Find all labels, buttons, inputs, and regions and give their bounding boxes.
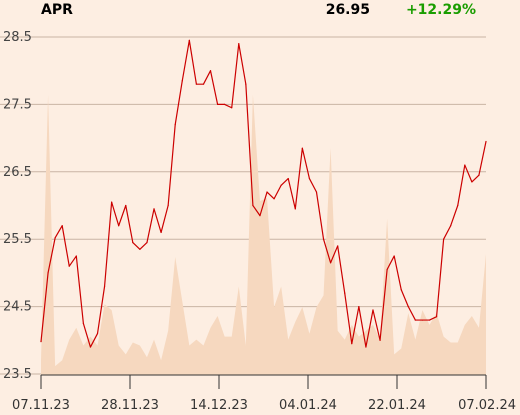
volume-area-layer	[41, 94, 486, 375]
x-tick-label: 22.01.24	[368, 398, 426, 413]
price-point	[393, 255, 395, 257]
x-tick-label: 14.12.23	[190, 398, 248, 413]
price-point	[132, 241, 134, 244]
price-point	[407, 306, 409, 308]
price-point	[252, 204, 254, 207]
price-point	[315, 191, 318, 193]
price-point	[174, 124, 176, 126]
price-point	[266, 191, 268, 193]
price-point	[322, 238, 325, 240]
price-point	[68, 265, 70, 267]
price-point	[209, 70, 212, 72]
price-point	[216, 103, 219, 105]
y-tick-label: 28.5	[3, 30, 32, 45]
price-point	[245, 83, 247, 85]
tick-labels: 23.5 24.5 25.5 26.5 27.5 28.5 07.11.23 28.11.23…	[3, 30, 516, 413]
price-point	[435, 316, 438, 318]
y-tick-label: 25.5	[3, 232, 32, 247]
price-point	[40, 341, 42, 343]
price-point	[443, 238, 445, 240]
price-point	[195, 83, 197, 85]
price-line-layer	[40, 39, 487, 348]
price-point	[139, 248, 141, 250]
x-tick-label: 28.11.23	[101, 398, 159, 413]
x-axis	[40, 374, 487, 389]
price-point	[330, 262, 332, 264]
price-point	[118, 225, 120, 227]
price-point	[111, 201, 113, 203]
price-point	[273, 198, 275, 200]
price-point	[82, 322, 84, 325]
x-tick-label: 04.01.24	[279, 398, 337, 413]
price-point	[428, 319, 431, 321]
price-point	[181, 80, 183, 82]
price-point	[259, 215, 261, 217]
price-point	[372, 309, 374, 311]
x-tick-label: 07.11.23	[12, 398, 70, 413]
price-point	[280, 184, 282, 186]
volume-area	[41, 94, 486, 375]
price-point	[287, 177, 289, 180]
price-point	[231, 107, 233, 109]
price-point	[464, 164, 466, 166]
price-point	[344, 292, 346, 294]
price-point	[54, 237, 56, 239]
price-point	[358, 306, 360, 308]
price-point	[294, 208, 296, 210]
price-point	[103, 285, 106, 287]
price-point	[224, 103, 226, 105]
y-tick-label: 24.5	[3, 300, 32, 315]
price-point	[457, 204, 459, 207]
x-tick-label: 07.02.24	[458, 398, 516, 413]
price-point	[160, 231, 162, 234]
price-point	[188, 39, 190, 41]
price-point	[414, 319, 416, 321]
price-point	[96, 332, 99, 335]
price-change: +12.29%	[405, 2, 476, 18]
price-point	[301, 147, 303, 149]
price-line	[40, 39, 487, 348]
price-point	[238, 43, 240, 45]
price-point	[471, 181, 473, 183]
price-point	[450, 225, 452, 227]
price-point	[89, 346, 92, 348]
price-point	[478, 174, 480, 176]
current-price: 26.95	[325, 2, 370, 18]
price-point	[379, 339, 381, 341]
price-point	[61, 225, 63, 227]
price-point	[125, 204, 127, 207]
price-point	[308, 177, 311, 180]
price-point	[202, 83, 205, 85]
price-point	[351, 343, 353, 345]
y-tick-label: 27.5	[3, 97, 32, 112]
price-point	[47, 272, 49, 274]
price-point	[337, 245, 339, 247]
price-point	[75, 255, 77, 257]
price-point	[386, 268, 388, 271]
ticker-symbol: APR	[41, 2, 73, 18]
price-point	[153, 208, 155, 210]
price-point	[365, 346, 367, 348]
price-point	[400, 289, 402, 291]
y-tick-label: 23.5	[3, 367, 32, 382]
price-point	[485, 140, 487, 143]
price-point	[421, 319, 424, 321]
price-point	[167, 204, 169, 207]
y-tick-label: 26.5	[3, 165, 32, 180]
price-point	[146, 241, 148, 244]
